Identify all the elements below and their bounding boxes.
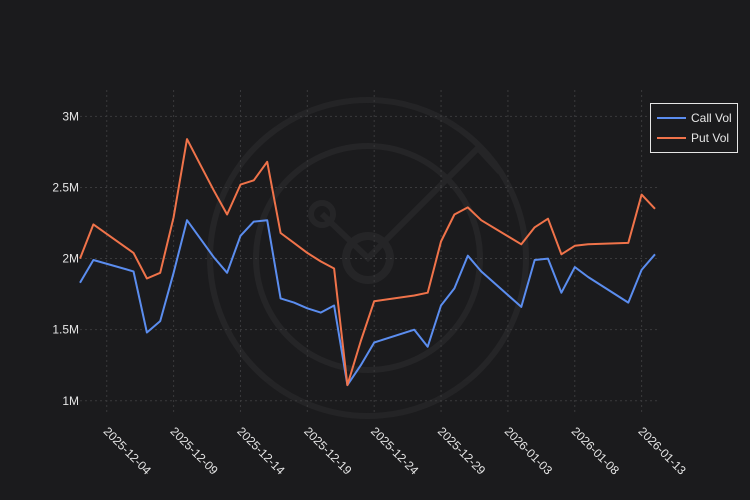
y-tick-label: 3M bbox=[62, 109, 79, 123]
y-tick-label: 2M bbox=[62, 252, 79, 266]
x-tick-label: 2026-01-13 bbox=[636, 424, 690, 478]
x-tick-label: 2025-12-29 bbox=[435, 424, 489, 478]
watermark-logo bbox=[207, 97, 529, 419]
y-tick-label: 2.5M bbox=[52, 180, 79, 194]
x-tick-label: 2025-12-09 bbox=[167, 424, 221, 478]
legend: Call Vol Put Vol bbox=[650, 103, 738, 153]
x-tick-label: 2026-01-08 bbox=[569, 424, 623, 478]
legend-label-call-vol: Call Vol bbox=[691, 111, 732, 125]
x-tick-label: 2026-01-03 bbox=[502, 424, 556, 478]
legend-label-put-vol: Put Vol bbox=[691, 131, 729, 145]
series-line-put-vol bbox=[79, 138, 656, 387]
series-line-call-vol bbox=[79, 219, 656, 387]
y-tick-label: 1.5M bbox=[52, 323, 79, 337]
x-tick-label: 2025-12-04 bbox=[101, 424, 155, 478]
x-tick-label: 2025-12-24 bbox=[368, 424, 422, 478]
y-tick-label: 1M bbox=[62, 394, 79, 408]
legend-box bbox=[650, 103, 738, 153]
x-tick-label: 2025-12-19 bbox=[301, 424, 355, 478]
x-tick-label: 2025-12-14 bbox=[234, 424, 288, 478]
